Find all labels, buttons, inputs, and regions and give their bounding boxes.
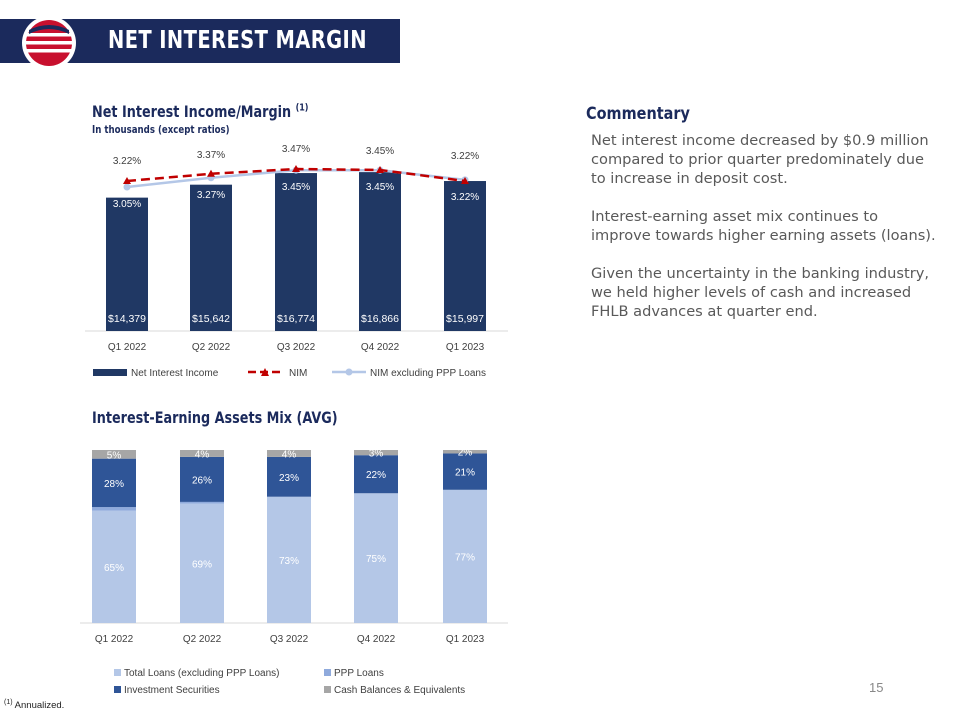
- mix-segment: [92, 450, 136, 459]
- mix-segment-label: 65%: [104, 563, 124, 574]
- chart2-title: Interest-Earning Assets Mix (AVG): [92, 408, 338, 427]
- mix-segment: [92, 507, 136, 511]
- commentary-text: Net interest income decreased by $0.9 mi…: [591, 131, 936, 340]
- legend-label-nim-ex: NIM excluding PPP Loans: [370, 368, 486, 379]
- nim-point: [123, 177, 131, 184]
- commentary-paragraph: Given the uncertainty in the banking ind…: [591, 265, 929, 320]
- nim-ex-ppp-label: 3.45%: [366, 182, 394, 193]
- mix-segment-label: 4%: [195, 449, 210, 460]
- x-tick-label-2: Q1 2022: [95, 634, 134, 645]
- nim-point: [376, 165, 384, 173]
- income-bar-label: $15,642: [192, 313, 230, 325]
- mix-segment-label: 23%: [279, 473, 299, 484]
- mix-segment: [354, 493, 398, 623]
- nim-label: 3.45%: [366, 146, 394, 157]
- mix-segment-label: 22%: [366, 470, 386, 481]
- mix-segment-label: 4%: [282, 449, 297, 460]
- income-bar: [106, 197, 148, 331]
- x-tick-label-2: Q4 2022: [357, 634, 396, 645]
- income-bar: [190, 184, 232, 331]
- nim-label: 3.47%: [282, 144, 310, 155]
- mix-segment-label: 2%: [458, 448, 473, 459]
- mix-segment: [92, 458, 136, 508]
- page-title: NET INTEREST MARGIN: [108, 25, 367, 54]
- mix-segment-label: 3%: [369, 449, 384, 460]
- commentary-heading: Commentary: [586, 104, 690, 124]
- legend-swatch-mix: [324, 686, 331, 693]
- income-bar-label: $16,774: [277, 313, 315, 325]
- chart1-subtitle: In thousands (except ratios): [92, 124, 230, 136]
- nim-point: [207, 169, 215, 177]
- legend-label-mix: Investment Securities: [124, 685, 220, 696]
- nim-ex-ppp-label: 3.45%: [282, 182, 310, 193]
- income-bar-label: $14,379: [108, 313, 146, 325]
- legend-swatch-income: [93, 369, 127, 376]
- mix-segment: [443, 489, 487, 623]
- mix-segment-label: 21%: [455, 468, 475, 479]
- chart1-title: Net Interest Income/Margin (1): [92, 102, 309, 121]
- mix-segment-label: 75%: [366, 554, 386, 565]
- income-bar: [275, 173, 317, 331]
- x-tick-label: Q4 2022: [361, 342, 400, 353]
- legend-marker-nim-ex: [345, 368, 353, 376]
- x-tick-label-2: Q3 2022: [270, 634, 309, 645]
- nim-label: 3.22%: [451, 151, 479, 162]
- mix-segment: [180, 503, 224, 623]
- legend-label-mix: Total Loans (excluding PPP Loans): [124, 668, 279, 679]
- mix-segment-label: 26%: [192, 475, 212, 486]
- mix-segment: [180, 450, 224, 457]
- mix-segment: [267, 456, 311, 497]
- mix-segment-label: 73%: [279, 556, 299, 567]
- income-bar: [359, 172, 401, 331]
- income-bar: [444, 181, 486, 331]
- mix-segment: [267, 496, 311, 623]
- nim-point: [292, 165, 300, 172]
- legend-swatch-mix: [324, 669, 331, 676]
- legend-swatch-mix: [114, 669, 121, 676]
- x-tick-label-2: Q2 2022: [183, 634, 222, 645]
- legend-marker-nim: [261, 368, 269, 376]
- x-tick-label: Q3 2022: [277, 342, 316, 353]
- mix-segment: [267, 450, 311, 457]
- x-tick-label: Q1 2022: [108, 342, 147, 353]
- mix-segment: [354, 455, 398, 494]
- legend-label-mix: PPP Loans: [334, 668, 384, 679]
- mix-segment: [443, 450, 487, 454]
- nim-ex-ppp-point: [123, 183, 131, 191]
- mix-segment-label: 5%: [107, 450, 122, 461]
- legend-swatch-mix: [114, 686, 121, 693]
- nim-point: [461, 177, 469, 184]
- mix-segment: [443, 453, 487, 490]
- x-tick-label-2: Q1 2023: [446, 634, 485, 645]
- mix-segment-label: 77%: [455, 552, 475, 563]
- page-number: 15: [869, 680, 884, 695]
- commentary-paragraph: Net interest income decreased by $0.9 mi…: [591, 132, 929, 187]
- mix-segment-label: 69%: [192, 559, 212, 570]
- commentary-paragraph: Interest-earning asset mix continues to …: [591, 208, 936, 244]
- nim-label: 3.37%: [197, 150, 225, 161]
- nim-label: 3.22%: [113, 156, 141, 167]
- legend-label-nim: NIM: [289, 368, 307, 379]
- footnote: (1) Annualized.: [4, 699, 65, 712]
- mix-segment-label: 28%: [104, 479, 124, 490]
- mix-segment: [92, 510, 136, 623]
- flag-logo-icon: [22, 16, 76, 70]
- income-bar-label: $16,866: [361, 313, 399, 325]
- nim-ex-ppp-label: 3.22%: [451, 192, 479, 203]
- mix-segment: [180, 456, 224, 502]
- mix-segment: [180, 501, 224, 504]
- x-tick-label: Q1 2023: [446, 342, 485, 353]
- legend-label-mix: Cash Balances & Equivalents: [334, 685, 465, 696]
- mix-segment: [354, 450, 398, 456]
- nim-ex-ppp-label: 3.05%: [113, 199, 141, 210]
- legend-label-income: Net Interest Income: [131, 368, 219, 379]
- nim-ex-ppp-label: 3.27%: [197, 190, 225, 201]
- x-tick-label: Q2 2022: [192, 342, 231, 353]
- income-bar-label: $15,997: [446, 313, 484, 325]
